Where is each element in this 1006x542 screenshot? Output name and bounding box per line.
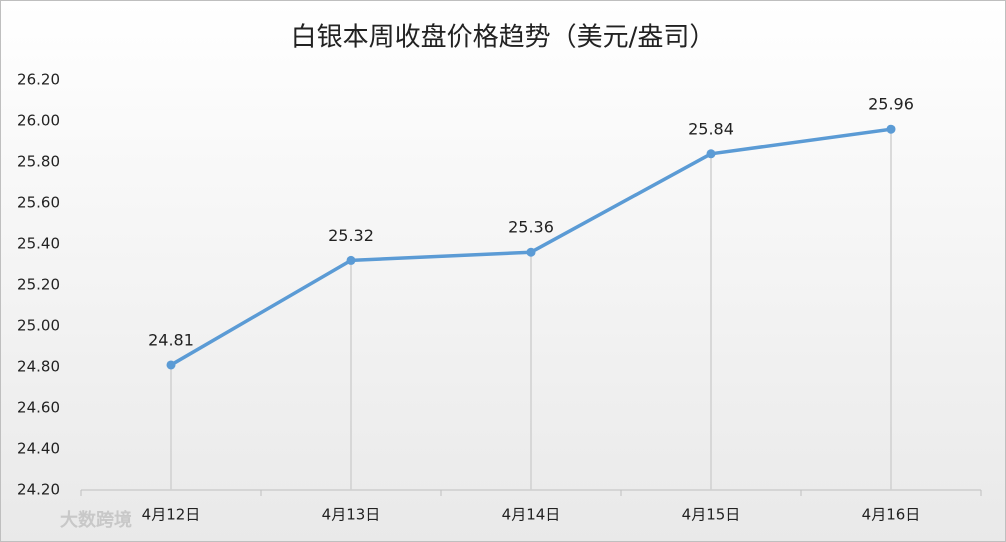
data-point — [166, 360, 176, 370]
y-tick-label: 24.40 — [17, 440, 60, 458]
y-tick-label: 26.00 — [17, 112, 60, 130]
data-point — [346, 255, 356, 265]
y-tick-label: 26.20 — [17, 71, 60, 89]
data-label: 24.81 — [148, 330, 194, 349]
data-point — [526, 247, 536, 257]
x-tick-label: 4月16日 — [862, 506, 921, 524]
y-tick-label: 24.80 — [17, 358, 60, 376]
x-tick-label: 4月13日 — [322, 506, 381, 524]
data-point — [886, 124, 896, 134]
y-tick-label: 25.60 — [17, 194, 60, 212]
y-tick-label: 25.00 — [17, 317, 60, 335]
y-tick-label: 24.20 — [17, 481, 60, 499]
y-tick-label: 25.80 — [17, 153, 60, 171]
chart-title: 白银本周收盘价格趋势（美元/盎司） — [291, 23, 716, 53]
data-label: 25.32 — [328, 226, 374, 245]
data-point — [706, 149, 716, 159]
data-label: 25.96 — [868, 95, 914, 114]
x-tick-label: 4月12日 — [142, 506, 201, 524]
x-tick-label: 4月14日 — [502, 506, 561, 524]
x-tick-label: 4月15日 — [682, 506, 741, 524]
data-label: 25.84 — [688, 119, 734, 138]
y-tick-label: 25.40 — [17, 235, 60, 253]
data-label: 25.36 — [508, 218, 554, 237]
y-tick-label: 25.20 — [17, 276, 60, 294]
watermark: 大数跨境 — [60, 509, 132, 531]
y-tick-label: 24.60 — [17, 399, 60, 417]
